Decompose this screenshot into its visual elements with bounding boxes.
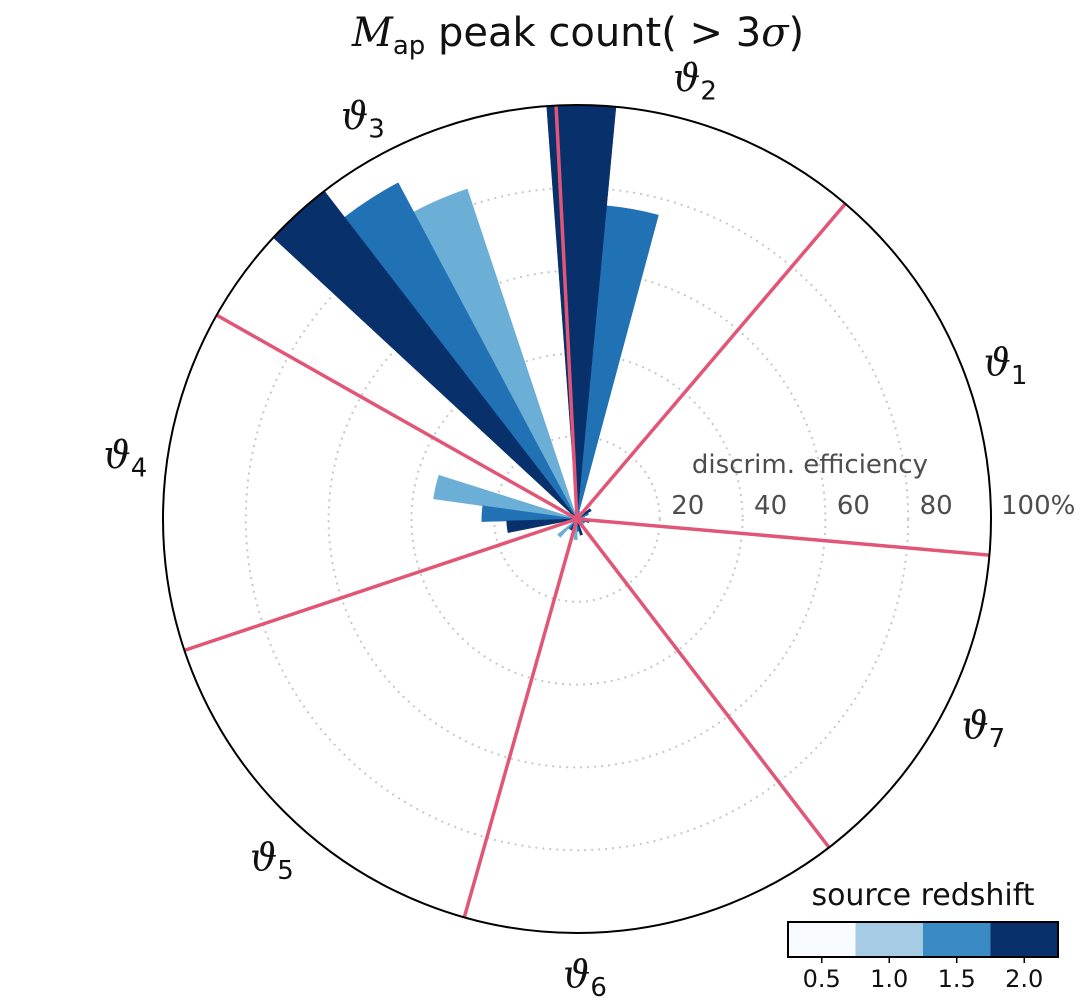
title-subscript: ap	[393, 31, 425, 61]
colorbar-tick-label-1.0: 1.0	[870, 965, 908, 993]
colorbar-cell-1.0	[855, 922, 923, 957]
colorbar-legend: source redshift 0.5 1.0 1.5 2.0	[787, 878, 1059, 993]
colorbar-frame	[787, 921, 1059, 958]
radial-tick-80: 80	[920, 491, 953, 521]
title-prefix: M	[351, 10, 394, 56]
colorbar-title: source redshift	[811, 878, 1034, 913]
sector-separator-7	[576, 517, 990, 557]
sector-label-theta5: ϑ5	[250, 835, 294, 886]
bars	[272, 104, 659, 540]
sector-separator-5	[462, 518, 579, 918]
sector-label-theta7: ϑ7	[961, 703, 1005, 754]
radial-axis-title: discrim. efficiency	[692, 450, 928, 480]
colorbar-tick-label-2.0: 2.0	[1005, 965, 1043, 993]
grid-circle-80	[244, 186, 910, 852]
colorbar-tick-label-0.5: 0.5	[803, 965, 841, 993]
colorbar-cell-1.5	[923, 922, 991, 957]
grid-circle-40	[410, 352, 744, 686]
radial-tick-40: 40	[754, 491, 787, 521]
colorbar-cell-0.5	[788, 922, 856, 957]
sector-label-theta3: ϑ3	[341, 93, 385, 144]
bar-theta4-z1.0	[433, 474, 578, 520]
colorbar-ticks: 0.5 1.0 1.5 2.0	[803, 957, 1043, 993]
outer-ring	[162, 104, 992, 934]
bar-theta4-z1.5	[481, 505, 578, 522]
colorbar-cells	[788, 922, 1058, 957]
title-suffix: peak count( > 3	[425, 10, 761, 56]
sector-separator-3	[215, 313, 578, 521]
colorbar-cell-2.0	[990, 922, 1058, 957]
chart-title: Map peak count( > 3σ)	[351, 10, 804, 61]
radial-tick-20: 20	[671, 491, 704, 521]
sector-label-theta1: ϑ1	[984, 340, 1028, 391]
radial-tick-100: 100%	[1001, 491, 1075, 521]
bar-theta4-z2.0	[506, 518, 578, 533]
sector-separators	[183, 105, 990, 918]
radial-tick-labels: discrim. efficiency 20 40 60 80 100%	[671, 450, 1075, 521]
radial-tick-60: 60	[837, 491, 870, 521]
title-close: )	[789, 10, 805, 56]
sector-labels: ϑ1 ϑ2 ϑ3 ϑ4 ϑ5 ϑ6 ϑ7	[104, 56, 1028, 1000]
sector-separator-6	[575, 517, 831, 849]
sector-label-theta6: ϑ6	[563, 952, 607, 1000]
sector-separator-1	[575, 202, 847, 521]
bar-theta5-z1.0	[557, 518, 578, 538]
sector-separator-2	[554, 105, 579, 520]
sector-separator-4	[183, 517, 578, 653]
sector-label-theta4: ϑ4	[104, 433, 148, 484]
colorbar-tick-label-1.5: 1.5	[938, 965, 976, 993]
sector-label-theta2: ϑ2	[673, 56, 717, 107]
title-sigma: σ	[761, 10, 790, 56]
